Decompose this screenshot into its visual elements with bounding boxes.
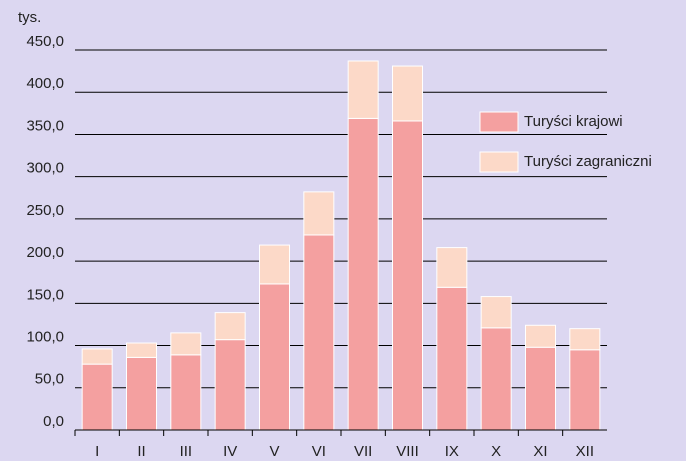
y-tick-label: 250,0 bbox=[26, 202, 64, 219]
x-tick-label: VIII bbox=[396, 443, 419, 460]
y-unit: tys. bbox=[18, 9, 41, 26]
y-tick-label: 400,0 bbox=[26, 75, 64, 92]
bar-segment bbox=[392, 120, 423, 431]
bar-segment bbox=[347, 117, 379, 431]
bar-segment bbox=[480, 296, 512, 329]
y-tick-label: 450,0 bbox=[26, 33, 64, 50]
bar-segment bbox=[392, 65, 423, 122]
x-tick-label: IV bbox=[223, 443, 237, 460]
bar-segment bbox=[214, 339, 246, 431]
y-tick-label: 100,0 bbox=[26, 329, 64, 346]
y-tick-label: 50,0 bbox=[35, 371, 64, 388]
x-tick-label: VII bbox=[354, 443, 372, 460]
y-tick-label: 150,0 bbox=[26, 286, 64, 303]
bar-segment bbox=[525, 346, 556, 431]
legend-label: Turyści krajowi bbox=[524, 113, 623, 130]
bar-segment bbox=[569, 328, 601, 351]
bar-segment bbox=[569, 349, 601, 431]
bar-segment bbox=[126, 342, 157, 358]
x-tick-label: XII bbox=[576, 443, 594, 460]
y-tick-label: 300,0 bbox=[26, 160, 64, 177]
bar-segment bbox=[347, 60, 379, 119]
x-tick-label: IX bbox=[445, 443, 459, 460]
bar-segment bbox=[259, 283, 290, 431]
bar-segment bbox=[81, 363, 113, 431]
x-tick-label: VI bbox=[312, 443, 326, 460]
bar-segment bbox=[259, 244, 290, 285]
y-tick-label: 350,0 bbox=[26, 117, 64, 134]
x-tick-label: V bbox=[269, 443, 279, 460]
x-tick-label: I bbox=[95, 443, 99, 460]
x-tick-label: X bbox=[491, 443, 501, 460]
x-tick-label: XI bbox=[533, 443, 547, 460]
bar-segment bbox=[170, 332, 202, 356]
bar-segment bbox=[126, 356, 157, 431]
bar-segment bbox=[436, 286, 468, 431]
y-tick-label: 200,0 bbox=[26, 244, 64, 261]
bar-segment bbox=[303, 191, 335, 236]
bar-segment bbox=[436, 247, 468, 288]
bar-segment bbox=[525, 324, 556, 348]
y-tick-label: 0,0 bbox=[43, 413, 64, 430]
x-tick-label: III bbox=[180, 443, 193, 460]
bar-segment bbox=[480, 327, 512, 431]
bar-segment bbox=[170, 354, 202, 431]
legend-swatch bbox=[479, 151, 519, 173]
bar-segment bbox=[303, 234, 335, 431]
legend-swatch bbox=[479, 111, 519, 133]
x-tick-label: II bbox=[137, 443, 145, 460]
legend-label: Turyści zagraniczni bbox=[524, 153, 652, 170]
bar-segment bbox=[214, 312, 246, 341]
bar-segment bbox=[81, 348, 113, 365]
